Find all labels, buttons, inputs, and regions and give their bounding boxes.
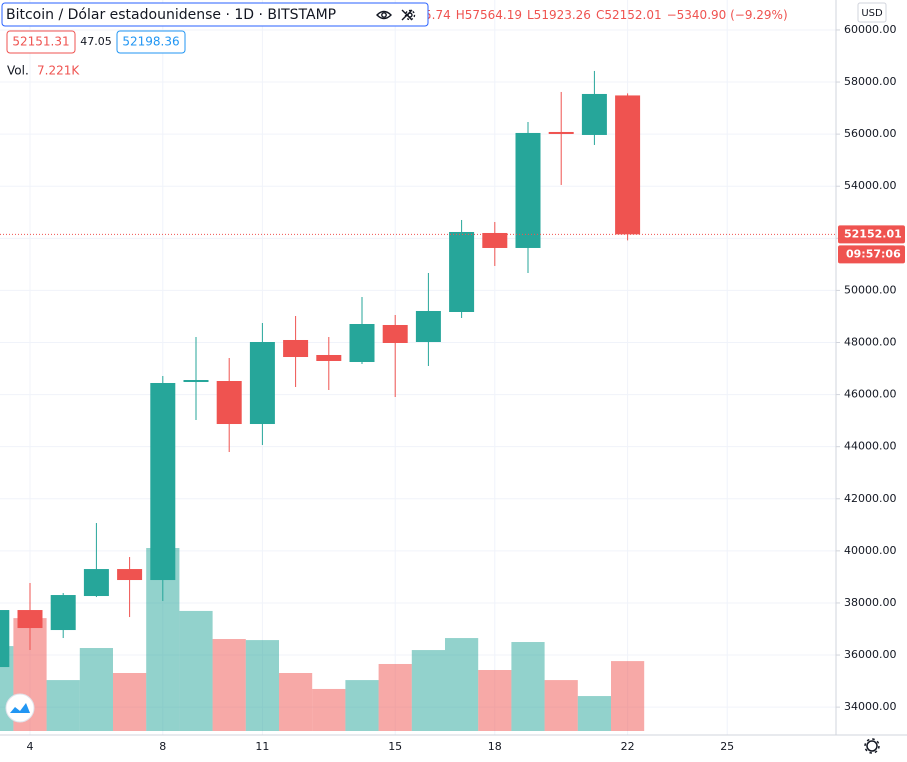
volume-readout: 7.221K xyxy=(37,64,80,78)
volume-bar xyxy=(378,663,412,731)
volume-bar xyxy=(511,642,545,731)
volume-bar xyxy=(245,640,279,731)
x-tick-label: 25 xyxy=(720,740,734,753)
x-tick-label: 8 xyxy=(159,740,166,753)
volume-bar xyxy=(113,673,147,731)
ohlc-readout: 5.74 H57564.19 L51923.26 C52152.01 −5340.90 … xyxy=(424,8,788,22)
candle-body xyxy=(183,380,209,383)
volume-bar xyxy=(312,688,346,731)
candle-body xyxy=(216,380,242,425)
ask-box[interactable] xyxy=(116,30,186,54)
volume-bar xyxy=(279,673,313,731)
volume-bar xyxy=(345,680,379,731)
y-tick-label: 58000.00 xyxy=(844,75,897,88)
candle-body xyxy=(615,95,641,235)
ohlc-item: H57564.19 xyxy=(456,8,522,22)
x-tick-label: 18 xyxy=(488,740,502,753)
logo[interactable] xyxy=(5,693,35,723)
candle-body xyxy=(449,231,475,312)
x-tick-label: 4 xyxy=(27,740,34,753)
currency: USD xyxy=(861,8,883,19)
candle-body xyxy=(249,342,275,425)
volume-bar xyxy=(212,639,246,731)
last-price-label: 52152.01 xyxy=(844,227,902,240)
volume-bar xyxy=(445,638,479,731)
candle-layer xyxy=(0,70,836,668)
y-tick-label: 48000.00 xyxy=(844,335,897,348)
symbol-title: Bitcoin / Dólar estadounidense · 1D · BI… xyxy=(6,7,336,23)
symbol-box[interactable] xyxy=(1,2,429,27)
candle-body xyxy=(382,324,408,343)
y-tick-label: 60000.00 xyxy=(844,23,897,36)
candle-body xyxy=(83,569,109,597)
y-tick-label: 56000.00 xyxy=(844,127,897,140)
ohlc-item: −5340.90 (−9.29%) xyxy=(667,8,788,22)
symbol-icons[interactable] xyxy=(376,9,416,21)
candle-body xyxy=(515,132,541,248)
x-tick-label: 15 xyxy=(388,740,402,753)
spread: 47.05 xyxy=(80,35,112,48)
candle-body xyxy=(50,595,76,631)
time-axis-bg xyxy=(0,735,907,762)
candle-body xyxy=(548,131,574,134)
y-tick-label: 50000.00 xyxy=(844,283,897,296)
countdown-box xyxy=(838,245,905,264)
volume-title: Vol. xyxy=(7,64,29,78)
volume-bar xyxy=(46,680,80,731)
volume-bar xyxy=(577,696,611,731)
y-tick-label: 38000.00 xyxy=(844,596,897,609)
volume-bar xyxy=(611,661,645,731)
bid: 52151.31 xyxy=(12,35,69,49)
candle-body xyxy=(283,339,309,358)
y-tick-label: 44000.00 xyxy=(844,440,897,453)
ticks: 34000.00 36000.00 38000.00 40000.00 42000.00… xyxy=(27,23,905,753)
bid-box[interactable] xyxy=(6,30,76,54)
ohlc-item: L51923.26 xyxy=(527,8,591,22)
y-tick-label: 34000.00 xyxy=(844,700,897,713)
candle-body xyxy=(17,610,43,629)
volume-bar xyxy=(179,610,213,731)
ask: 52198.36 xyxy=(122,35,179,49)
volume-bar xyxy=(478,670,512,731)
y-tick-label: 54000.00 xyxy=(844,179,897,192)
candle-body xyxy=(117,569,143,581)
y-tick-label: 42000.00 xyxy=(844,492,897,505)
y-tick-label: 36000.00 xyxy=(844,648,897,661)
y-tick-label: 40000.00 xyxy=(844,544,897,557)
currency-box[interactable] xyxy=(857,2,887,23)
volume-bar xyxy=(79,648,113,731)
candle-body xyxy=(482,232,508,248)
header: 5.74 H57564.19 L51923.26 C52152.01 −5340.90 … xyxy=(1,2,788,78)
candle-body xyxy=(0,610,10,668)
x-tick-label: 11 xyxy=(255,740,269,753)
last-price-box xyxy=(838,225,905,244)
volume-bar xyxy=(544,680,578,731)
y-tick-label: 46000.00 xyxy=(844,388,897,401)
candle-body xyxy=(349,324,375,363)
candle-body xyxy=(415,310,441,343)
grid xyxy=(0,0,836,735)
ohlc-item: C52152.01 xyxy=(596,8,662,22)
candle-body xyxy=(316,354,342,361)
price-axis-bg xyxy=(836,0,907,762)
candle-body xyxy=(581,93,607,135)
countdown: 09:57:06 xyxy=(846,247,901,260)
volume-bar xyxy=(411,650,445,731)
x-tick-label: 22 xyxy=(621,740,635,753)
candle-body xyxy=(150,382,176,581)
settings-icon[interactable] xyxy=(864,738,880,754)
ohlc-item: 5.74 xyxy=(424,8,451,22)
